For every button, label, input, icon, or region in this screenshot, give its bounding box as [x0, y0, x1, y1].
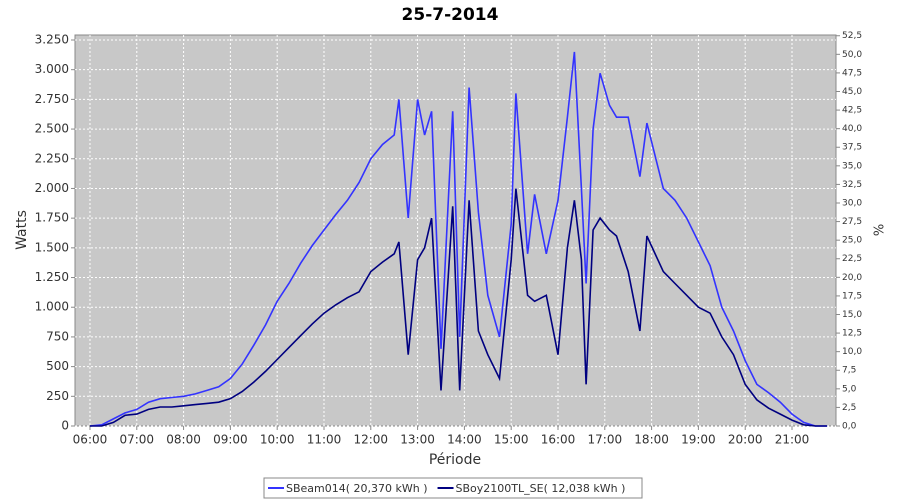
y2-tick-label: 15,0 [842, 310, 862, 320]
y-tick-label: 1.000 [35, 300, 69, 314]
y2-tick-label: 30,0 [842, 198, 862, 208]
y2-axis-label: % [873, 224, 888, 236]
y2-tick-label: 5,0 [842, 384, 857, 394]
y-tick-label: 2.750 [35, 92, 69, 106]
y-tick-label: 1.250 [35, 270, 69, 284]
plot-area [74, 34, 837, 427]
x-tick-label: 09:00 [213, 433, 248, 447]
x-tick-label: 11:00 [307, 433, 342, 447]
y-tick-label: 2.500 [35, 122, 69, 136]
x-tick-label: 21:00 [775, 433, 810, 447]
y2-tick-label: 7,5 [842, 366, 856, 376]
y-tick-label: 1.500 [35, 240, 69, 254]
x-tick-label: 12:00 [353, 433, 388, 447]
x-axis-label: Période [429, 452, 481, 468]
y2-tick-label: 42,5 [842, 106, 862, 116]
y2-tick-label: 10,0 [842, 347, 862, 357]
x-tick-label: 17:00 [588, 433, 623, 447]
y2-tick-label: 45,0 [842, 87, 862, 97]
y-tick-label: 2.000 [35, 181, 69, 195]
series-line [90, 188, 828, 427]
y2-tick-label: 35,0 [842, 161, 862, 171]
y2-tick-label: 12,5 [842, 329, 862, 339]
y-tick-label: 1.750 [35, 211, 69, 225]
legend-label: SBeam014( 20,370 kWh ) [286, 482, 428, 495]
x-tick-label: 10:00 [260, 433, 295, 447]
y2-tick-label: 0,0 [842, 422, 857, 432]
y-axis-label: Watts [14, 210, 30, 250]
x-tick-label: 06:00 [73, 433, 108, 447]
x-tick-label: 20:00 [728, 433, 763, 447]
x-tick-label: 14:00 [447, 433, 482, 447]
y-tick-label: 3.000 [35, 62, 69, 76]
y-tick-label: 750 [46, 329, 69, 343]
x-tick-label: 08:00 [166, 433, 201, 447]
x-tick-label: 07:00 [119, 433, 154, 447]
y-tick-label: 2.250 [35, 151, 69, 165]
y2-tick-label: 47,5 [842, 68, 862, 78]
x-tick-label: 18:00 [634, 433, 669, 447]
y2-tick-label: 27,5 [842, 217, 862, 227]
y2-tick-label: 40,0 [842, 124, 862, 134]
x-tick-label: 15:00 [494, 433, 529, 447]
y2-tick-label: 32,5 [842, 180, 862, 190]
y-tick-label: 0 [61, 419, 69, 433]
y-tick-label: 250 [46, 389, 69, 403]
y2-tick-label: 2,5 [842, 403, 856, 413]
series-line [89, 51, 828, 427]
y2-tick-label: 17,5 [842, 291, 862, 301]
y2-tick-label: 22,5 [842, 254, 862, 264]
x-tick-label: 16:00 [541, 433, 576, 447]
y2-tick-label: 20,0 [842, 273, 862, 283]
chart-title: 25-7-2014 [402, 5, 499, 25]
y2-tick-label: 50,0 [842, 50, 862, 60]
legend-label: SBoy2100TL_SE( 12,038 kWh ) [456, 482, 626, 495]
y-tick-label: 3.250 [35, 32, 69, 46]
y2-tick-label: 52,5 [842, 31, 862, 41]
x-tick-label: 19:00 [681, 433, 716, 447]
y-tick-label: 500 [46, 359, 69, 373]
y2-tick-label: 25,0 [842, 236, 862, 246]
x-tick-label: 13:00 [400, 433, 435, 447]
y2-tick-label: 37,5 [842, 143, 862, 153]
